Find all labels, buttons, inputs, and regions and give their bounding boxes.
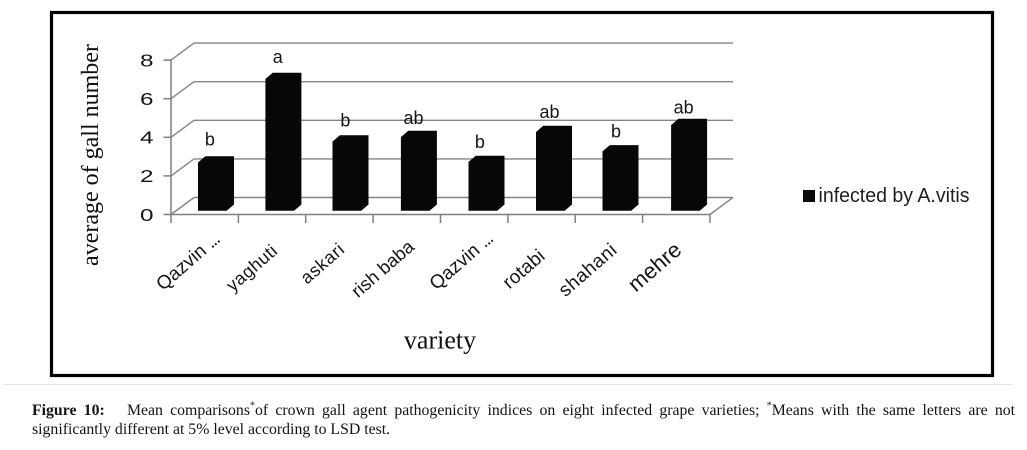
svg-text:2: 2 [140,166,154,186]
svg-text:4: 4 [140,128,154,148]
svg-text:ab: ab [674,98,694,118]
svg-text:8: 8 [140,50,154,70]
svg-text:6: 6 [140,89,154,109]
svg-text:ab: ab [403,108,423,128]
svg-text:b: b [340,110,350,130]
svg-text:0: 0 [140,205,154,225]
svg-text:ab: ab [539,102,559,122]
svg-text:b: b [611,122,621,142]
svg-text:average of gall number: average of gall number [78,44,104,266]
svg-text:a: a [273,47,284,67]
svg-text:b: b [475,132,485,152]
svg-text:infected by A.vitis: infected by A.vitis [819,185,970,207]
svg-text:b: b [205,130,215,150]
svg-text:variety: variety [404,326,476,355]
